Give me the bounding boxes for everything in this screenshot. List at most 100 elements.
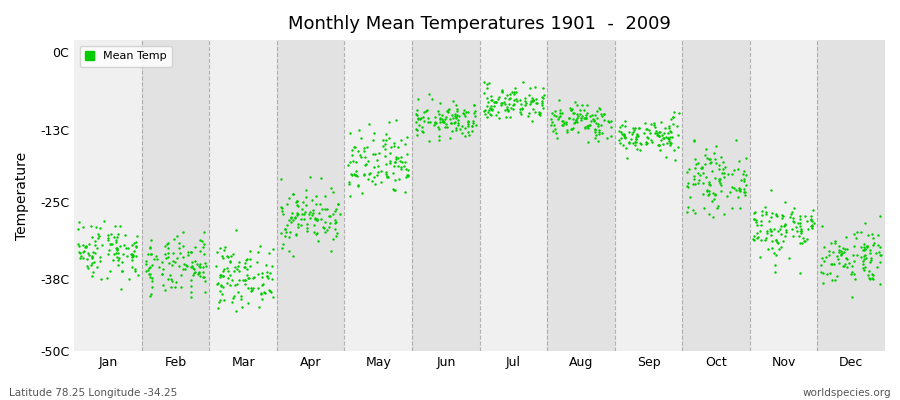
- Point: [614, 129, 628, 135]
- Point: [297, 211, 311, 217]
- Point: [775, 214, 789, 221]
- Point: [711, 176, 725, 182]
- Point: [213, 274, 228, 280]
- Point: [863, 256, 878, 263]
- Point: [440, 108, 454, 114]
- Point: [302, 174, 317, 180]
- Legend: Mean Temp: Mean Temp: [80, 46, 172, 67]
- Point: [618, 145, 633, 151]
- Point: [193, 248, 207, 255]
- Point: [477, 90, 491, 96]
- Point: [651, 132, 665, 138]
- Point: [238, 256, 253, 263]
- Point: [374, 168, 388, 174]
- Point: [231, 259, 246, 265]
- Point: [806, 223, 820, 230]
- Point: [331, 201, 346, 207]
- Point: [619, 154, 634, 161]
- Point: [140, 267, 155, 274]
- Point: [229, 308, 243, 314]
- Point: [310, 230, 324, 236]
- Point: [582, 122, 597, 128]
- Point: [591, 123, 606, 129]
- Point: [284, 218, 299, 225]
- Point: [149, 256, 164, 262]
- Point: [77, 244, 92, 250]
- Point: [214, 283, 229, 289]
- Point: [563, 125, 578, 132]
- Point: [737, 168, 751, 174]
- Point: [800, 236, 814, 242]
- Point: [566, 109, 580, 116]
- Point: [80, 263, 94, 269]
- Point: [837, 263, 851, 269]
- Point: [501, 96, 516, 102]
- Point: [601, 118, 616, 125]
- Point: [436, 118, 450, 124]
- Bar: [480, 40, 547, 351]
- Point: [847, 271, 861, 277]
- Point: [494, 102, 508, 109]
- Point: [569, 116, 583, 123]
- Point: [711, 203, 725, 209]
- Point: [797, 238, 812, 244]
- Point: [649, 128, 663, 134]
- Point: [786, 215, 800, 221]
- Point: [145, 278, 159, 284]
- Point: [774, 244, 788, 250]
- Point: [873, 244, 887, 250]
- Point: [355, 190, 369, 196]
- Point: [261, 275, 275, 282]
- Point: [230, 281, 244, 288]
- Point: [466, 117, 481, 124]
- Point: [298, 209, 312, 216]
- Point: [594, 130, 608, 136]
- Point: [554, 117, 569, 124]
- Point: [400, 166, 414, 172]
- Point: [309, 201, 323, 207]
- Point: [357, 145, 372, 151]
- Point: [236, 277, 250, 283]
- Point: [765, 209, 779, 216]
- Point: [393, 164, 408, 170]
- Point: [431, 110, 446, 117]
- Point: [805, 218, 819, 224]
- Point: [833, 247, 848, 254]
- Point: [824, 261, 838, 268]
- Point: [580, 138, 595, 145]
- Point: [838, 261, 852, 267]
- Point: [354, 154, 368, 160]
- Point: [366, 137, 381, 144]
- Point: [805, 221, 819, 228]
- Point: [461, 118, 475, 124]
- Point: [216, 273, 230, 280]
- Point: [616, 142, 630, 148]
- Point: [85, 234, 99, 240]
- Point: [145, 262, 159, 269]
- Point: [242, 274, 256, 281]
- Point: [308, 215, 322, 222]
- Point: [699, 146, 714, 152]
- Point: [822, 252, 836, 258]
- Point: [702, 179, 716, 186]
- Point: [181, 252, 195, 258]
- Point: [579, 115, 593, 122]
- Point: [647, 120, 662, 126]
- Point: [215, 284, 230, 290]
- Point: [747, 216, 761, 222]
- Point: [863, 258, 878, 265]
- Point: [160, 254, 175, 260]
- Point: [452, 113, 466, 119]
- Point: [658, 124, 672, 131]
- Point: [871, 249, 886, 255]
- Point: [699, 154, 714, 161]
- Point: [720, 171, 734, 178]
- Point: [793, 270, 807, 276]
- Point: [793, 240, 807, 246]
- Point: [450, 112, 464, 118]
- Point: [857, 255, 871, 262]
- Point: [626, 129, 640, 135]
- Point: [71, 241, 86, 247]
- Point: [90, 264, 104, 270]
- Point: [500, 92, 514, 98]
